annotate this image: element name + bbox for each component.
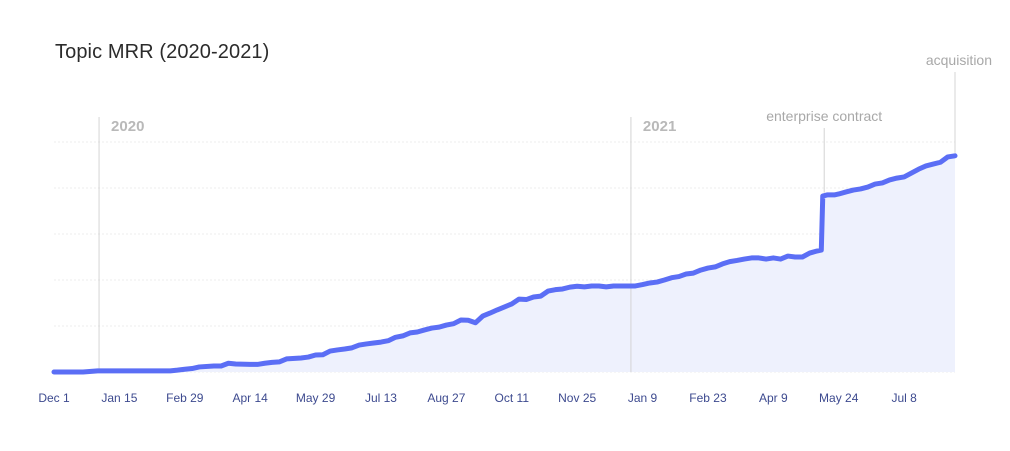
x-tick-label: May 29 bbox=[296, 391, 336, 405]
chart-title: Topic MRR (2020-2021) bbox=[55, 41, 270, 63]
x-tick-label: Dec 1 bbox=[38, 391, 70, 405]
x-tick-label: Oct 11 bbox=[495, 391, 530, 405]
x-tick-label: Nov 25 bbox=[558, 391, 596, 405]
x-tick-label: Apr 9 bbox=[759, 391, 788, 405]
year-marker-label: 2020 bbox=[111, 118, 144, 135]
x-tick-label: Jul 13 bbox=[365, 391, 397, 405]
annotation-markers: 2020 2021 enterprise contract acquisition bbox=[98, 52, 992, 372]
event-marker-label: enterprise contract bbox=[766, 108, 882, 124]
year-marker-label: 2021 bbox=[643, 118, 676, 135]
x-tick-label: Jul 8 bbox=[891, 391, 917, 405]
x-tick-label: Aug 27 bbox=[427, 391, 465, 405]
mrr-area-fill bbox=[54, 155, 955, 372]
mrr-series-line bbox=[51, 153, 958, 375]
x-tick-label: Jan 15 bbox=[101, 391, 137, 405]
x-tick-label: Feb 23 bbox=[689, 391, 727, 405]
x-tick-label: Feb 29 bbox=[166, 391, 204, 405]
x-tick-label: May 24 bbox=[819, 391, 859, 405]
x-tick-label: Jan 9 bbox=[628, 391, 658, 405]
x-tick-label: Apr 14 bbox=[233, 391, 269, 405]
x-axis-ticks: Dec 1 Jan 15 Feb 29 Apr 14 May 29 Jul 13 Aug 2… bbox=[38, 391, 917, 405]
event-marker-label: acquisition bbox=[926, 52, 992, 68]
